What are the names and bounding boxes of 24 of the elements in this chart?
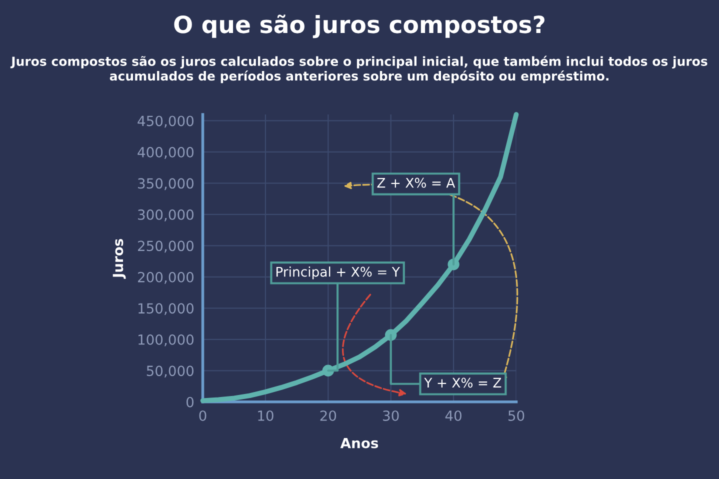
y-tick-label: 350,000 [138, 178, 194, 190]
x-tick-label: 40 [445, 410, 462, 421]
chart-subtitle: Juros compostos são os juros calculados sobre o principal inicial, que também inclui todos os juros acumulados de períodos anteriores sobre um depósito ou empréstimo. [10, 56, 708, 84]
annotation: Principal + X% = Y [276, 266, 400, 280]
annotation: Z + X% = A [377, 178, 456, 188]
y-tick-label: 150,000 [138, 303, 194, 316]
y-tick-label: 250,000 [138, 240, 194, 253]
chart-title: O que são juros compostos? [174, 14, 544, 38]
x-tick-label: 20 [320, 410, 336, 421]
x-axis-title: Anos [340, 438, 378, 448]
y-tick-label: 0 [186, 396, 194, 408]
x-tick-label: 0 [199, 410, 206, 421]
y-tick-label: 200,000 [138, 272, 194, 284]
x-tick-label: 50 [508, 410, 524, 421]
y-tick-label: 100,000 [138, 334, 194, 346]
y-tick-label: 50,000 [146, 366, 194, 378]
x-tick-label: 10 [258, 410, 274, 421]
y-tick-label: 300,000 [138, 209, 194, 222]
line-series [200, 112, 519, 404]
annotation: Y + X% = Z [424, 378, 502, 388]
y-tick-label: 400,000 [138, 146, 194, 159]
y-axis-title: Juros [112, 238, 126, 279]
x-tick-label: 30 [383, 410, 399, 421]
y-tick-label: 450,000 [138, 116, 194, 128]
